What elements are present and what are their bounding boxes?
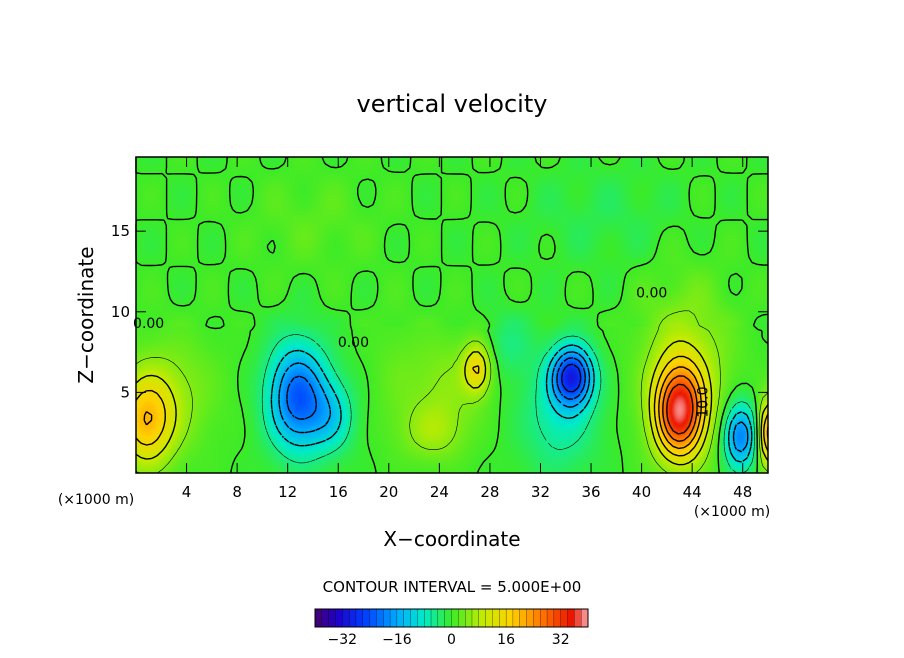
colorbar-cell	[376, 608, 384, 628]
x-tick-label: 48	[733, 483, 752, 501]
colorbar-cell	[383, 608, 391, 628]
colorbar-cell	[492, 608, 500, 628]
colorbar-cell	[581, 608, 589, 628]
contour-lines	[135, 156, 769, 474]
velocity-field	[136, 157, 768, 473]
colorbar-cell	[403, 608, 412, 628]
contour-line-pos10	[135, 340, 769, 466]
colorbar-tick-label: 0	[447, 632, 456, 648]
chart-title: vertical velocity	[357, 90, 548, 118]
colorbar: −32 −16 0 16 32	[314, 608, 589, 648]
colorbar-tick-label: 16	[497, 632, 515, 648]
contour-label-1: 0.00	[338, 335, 369, 351]
colorbar-cell	[485, 608, 493, 628]
colorbar-cell	[478, 608, 487, 628]
x-tick-label: 20	[379, 483, 398, 501]
colorbar-cell	[369, 608, 377, 628]
x-unit-label-left: (×1000 m)	[58, 492, 134, 508]
colorbar-cell	[451, 608, 459, 628]
contour-label-2: 0.00	[636, 285, 667, 301]
colorbar-cell	[410, 608, 418, 628]
contour-line-neg10	[270, 344, 753, 463]
contour-label-3: 10.0	[695, 386, 711, 417]
contour-line-neg20	[286, 357, 586, 420]
colorbar-cell	[314, 608, 323, 628]
colorbar-cell	[526, 608, 534, 628]
colorbar-cell	[444, 608, 452, 628]
colorbar-cell	[348, 608, 357, 628]
y-tick-label: 5	[120, 383, 130, 401]
contour-label-0: 0.00	[133, 316, 164, 332]
colorbar-cell	[574, 608, 582, 628]
x-tick-label: 32	[531, 483, 550, 501]
colorbar-cell	[335, 608, 343, 628]
contour-line-pos5	[135, 310, 769, 474]
colorbar-cell	[471, 608, 480, 628]
colorbar-cell	[567, 608, 575, 628]
colorbar-ticks: −32 −16 0 16 32	[328, 632, 570, 648]
y-axis-ticks: 5 10 15	[111, 222, 768, 401]
x-tick-label: 40	[632, 483, 651, 501]
plot-area: 0.00 0.00 0.00 10.0	[133, 156, 769, 474]
contour-line-neg25	[561, 363, 582, 393]
colorbar-cell	[417, 608, 425, 628]
colorbar-cell	[396, 608, 405, 628]
colorbar-cell	[499, 608, 507, 628]
colorbar-cell	[505, 608, 514, 628]
colorbar-cell	[328, 608, 336, 628]
x-unit-label-right: (×1000 m)	[694, 504, 770, 520]
x-tick-label: 4	[182, 483, 192, 501]
colorbar-cell	[533, 608, 541, 628]
colorbar-cell	[362, 608, 371, 628]
contour-interval-label: CONTOUR INTERVAL = 5.000E+00	[323, 578, 582, 596]
x-tick-label: 36	[581, 483, 600, 501]
y-axis-label: Z−coordinate	[74, 246, 98, 383]
x-axis-ticks: 4 8 12 16 20 24 28 32 36 40 44 48	[182, 157, 752, 501]
x-tick-label: 44	[683, 483, 702, 501]
y-tick-label: 15	[111, 222, 130, 240]
contour-line-pos25	[662, 375, 698, 442]
x-tick-label: 24	[430, 483, 449, 501]
colorbar-cell	[560, 608, 568, 628]
colorbar-frame	[314, 608, 589, 628]
contour-line-neg15	[278, 351, 749, 453]
colorbar-tick-label: −32	[328, 632, 358, 648]
colorbar-cell	[437, 608, 446, 628]
x-tick-label: 8	[232, 483, 242, 501]
colorbar-cell	[519, 608, 528, 628]
colorbar-cell	[553, 608, 562, 628]
colorbar-tick-label: −16	[382, 632, 412, 648]
colorbar-cell	[512, 608, 521, 628]
colorbar-cells	[314, 608, 589, 628]
colorbar-tick-label: 32	[552, 632, 570, 648]
colorbar-cell	[546, 608, 555, 628]
colorbar-cell	[321, 608, 330, 628]
x-tick-label: 12	[278, 483, 297, 501]
colorbar-cell	[430, 608, 439, 628]
x-tick-label: 28	[480, 483, 499, 501]
colorbar-cell	[424, 608, 432, 628]
y-tick-label: 10	[111, 303, 130, 321]
x-tick-label: 16	[329, 483, 348, 501]
contour-labels: 0.00 0.00 0.00 10.0	[133, 285, 711, 417]
contour-line-pos15	[135, 355, 769, 457]
x-axis-label: X−coordinate	[383, 527, 520, 551]
colorbar-cell	[355, 608, 364, 628]
colorbar-cell	[464, 608, 473, 628]
contour-line-pos30	[666, 383, 694, 435]
contour-line-neg5	[261, 334, 755, 474]
plot-frame	[135, 156, 769, 474]
colorbar-cell	[342, 608, 350, 628]
colorbar-cell	[458, 608, 466, 628]
colorbar-cell	[540, 608, 548, 628]
colorbar-cell	[389, 608, 398, 628]
